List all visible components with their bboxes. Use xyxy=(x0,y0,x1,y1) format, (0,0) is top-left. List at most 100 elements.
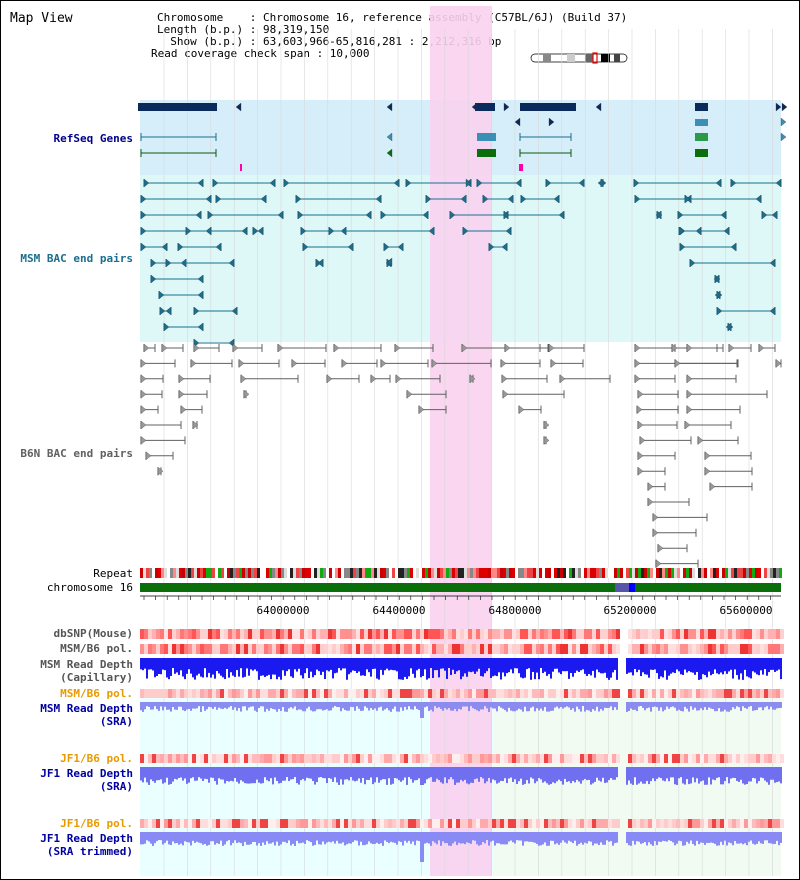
track-label-msm-depth-cap[interactable]: MSM Read Depth (Capillary) xyxy=(40,658,133,684)
jf1-depth-sra-bar xyxy=(536,767,538,782)
msm-bac-end xyxy=(197,290,204,300)
jf1-depth-trim-bar xyxy=(678,832,680,841)
depth-tracks[interactable] xyxy=(140,658,782,862)
jf1-b6-pol2-cell xyxy=(304,819,308,828)
jf1-b6-pol2-cell xyxy=(748,819,752,828)
dbsnp-cell xyxy=(364,629,368,639)
track-label-b6n-bac[interactable]: B6N BAC end pairs xyxy=(20,447,133,460)
msm-depth-cap-bar xyxy=(508,658,510,673)
jf1-depth-trim-bar xyxy=(168,832,170,845)
msm-depth-sra-bar xyxy=(424,702,426,708)
track-label-jf1-depth-trim[interactable]: JF1 Read Depth (SRA trimmed) xyxy=(40,832,133,858)
jf1-depth-sra-bar xyxy=(248,767,250,784)
jf1-b6-pol-cell xyxy=(540,754,544,763)
msm-b6-pol2-cell xyxy=(196,689,200,698)
jf1-b6-pol-cell xyxy=(748,754,752,763)
track-label-msm-depth-sra[interactable]: MSM Read Depth (SRA) xyxy=(40,702,133,728)
msm-b6-pol-cell xyxy=(680,644,684,654)
msm-depth-cap-bar xyxy=(552,658,554,672)
jf1-depth-trim-bar xyxy=(682,832,684,846)
dbsnp-cell xyxy=(448,629,452,639)
jf1-b6-pol-cell xyxy=(648,754,652,763)
jf1-depth-trim-bar xyxy=(156,832,158,842)
jf1-depth-sra-bar xyxy=(710,767,712,785)
track-label-dbsnp[interactable]: dbSNP(Mouse) xyxy=(53,627,133,640)
jf1-b6-pol2-cell xyxy=(320,819,324,828)
jf1-depth-trim-bar xyxy=(262,832,264,843)
b6n-bac-end xyxy=(461,343,468,353)
track-label-msm-b6-pol-2[interactable]: MSM/B6 pol. xyxy=(60,687,133,700)
msm-depth-sra-bar xyxy=(510,702,512,711)
msm-depth-sra-bar xyxy=(242,702,244,707)
msm-depth-sra-bar xyxy=(270,702,272,709)
jf1-b6-pol-cell xyxy=(372,754,376,763)
msm-bac-end xyxy=(678,226,685,236)
jf1-b6-pol-cell xyxy=(300,754,304,763)
track-label-jf1-b6-pol[interactable]: JF1/B6 pol. xyxy=(60,752,133,765)
repeat-block xyxy=(584,568,587,578)
msm-depth-cap-bar xyxy=(398,658,400,680)
msm-depth-sra-bar xyxy=(518,702,520,709)
msm-bac-end xyxy=(716,306,723,316)
msm-b6-pol2-cell xyxy=(304,689,308,698)
track-label-refseq[interactable]: RefSeq Genes xyxy=(53,132,133,145)
dbsnp-cell xyxy=(608,629,612,639)
repeat-block xyxy=(368,568,371,578)
chromosome-ideogram[interactable] xyxy=(530,52,628,64)
msm-depth-cap-bar xyxy=(220,658,222,676)
jf1-depth-sra-bar xyxy=(650,767,652,782)
repeat-block xyxy=(170,568,173,578)
msm-b6-pol-cell xyxy=(420,644,424,654)
msm-b6-pol-cell xyxy=(524,644,528,654)
dbsnp-cell xyxy=(504,629,508,639)
msm-depth-sra-bar xyxy=(214,702,216,707)
msm-depth-sra-bar xyxy=(498,702,500,707)
msm-b6-pol2-cell xyxy=(588,689,592,698)
chromosome-bar[interactable] xyxy=(140,583,781,592)
jf1-b6-pol2-cell xyxy=(664,819,668,828)
msm-b6-pol-cell xyxy=(404,644,408,654)
feature-tracks[interactable] xyxy=(138,102,788,568)
jf1-b6-pol2-cell xyxy=(400,819,404,828)
msm-depth-sra-bar xyxy=(496,702,498,712)
msm-b6-pol2-cell xyxy=(224,689,228,698)
track-label-jf1-depth-sra[interactable]: JF1 Read Depth (SRA) xyxy=(40,767,133,793)
track-label-msm-bac[interactable]: MSM BAC end pairs xyxy=(20,252,133,265)
msm-depth-cap-bar xyxy=(672,658,674,673)
msm-depth-cap-bar xyxy=(738,658,740,680)
track-label-jf1-b6-pol-2[interactable]: JF1/B6 pol. xyxy=(60,817,133,830)
msm-b6-pol2-cell xyxy=(144,689,148,698)
jf1-depth-sra-bar xyxy=(314,767,316,785)
msm-depth-sra-bar xyxy=(396,702,398,712)
repeat-block xyxy=(146,568,149,578)
jf1-depth-sra-bar xyxy=(258,767,260,783)
jf1-b6-pol-cell xyxy=(552,754,556,763)
msm-depth-cap-bar xyxy=(358,658,360,672)
jf1-b6-pol-cell xyxy=(476,754,480,763)
msm-bac-end xyxy=(405,178,412,188)
jf1-b6-pol-cell xyxy=(560,754,564,763)
jf1-b6-pol2-cell xyxy=(448,819,452,828)
heat-tracks[interactable] xyxy=(140,629,784,828)
msm-b6-pol2-cell xyxy=(516,689,520,698)
jf1-depth-trim-bar xyxy=(498,832,500,844)
b6n-bac-end xyxy=(380,359,387,368)
msm-bac-end xyxy=(328,226,335,236)
b6n-bac-end xyxy=(140,359,147,368)
repeat-block xyxy=(473,568,476,578)
msm-b6-pol2-cell xyxy=(640,689,644,698)
dbsnp-cell xyxy=(568,629,572,639)
repeat-track[interactable] xyxy=(140,568,782,578)
msm-depth-cap-bar xyxy=(708,658,710,672)
msm-b6-pol-cell xyxy=(520,644,524,654)
dbsnp-cell xyxy=(252,629,256,639)
repeat-block xyxy=(305,568,308,578)
track-label-msm-b6-pol[interactable]: MSM/B6 pol. xyxy=(60,642,133,655)
jf1-depth-sra-bar xyxy=(308,767,310,779)
dbsnp-cell xyxy=(192,629,196,639)
repeat-block xyxy=(383,568,386,578)
msm-depth-cap-bar xyxy=(558,658,560,673)
msm-b6-pol-cell xyxy=(588,644,592,654)
jf1-depth-trim-bar xyxy=(554,832,556,845)
